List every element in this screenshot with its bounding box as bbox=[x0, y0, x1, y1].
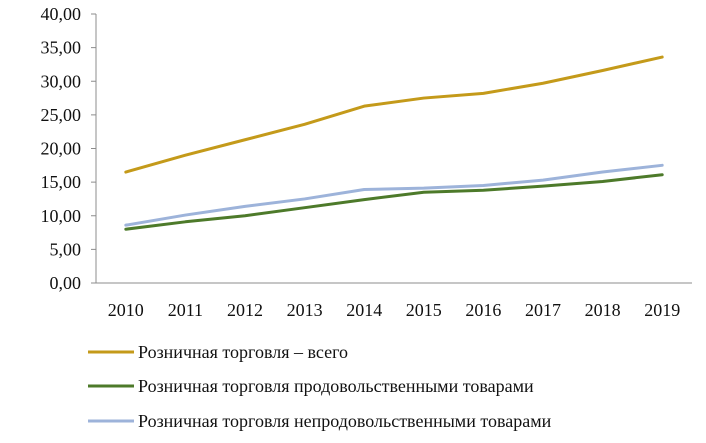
x-tick-label: 2013 bbox=[287, 300, 323, 320]
y-tick-label: 15,00 bbox=[41, 172, 82, 192]
legend-item: Розничная торговля продовольственными то… bbox=[88, 376, 534, 396]
x-tick-label: 2019 bbox=[644, 300, 680, 320]
series-layer bbox=[124, 55, 664, 231]
x-tick-label: 2012 bbox=[227, 300, 263, 320]
series-line-2 bbox=[124, 173, 664, 231]
x-tick-label: 2010 bbox=[108, 300, 144, 320]
legend-item: Розничная торговля непродовольственными … bbox=[88, 411, 552, 431]
y-tick-label: 0,00 bbox=[50, 273, 82, 293]
series-line-3 bbox=[124, 163, 664, 227]
x-tick-label: 2016 bbox=[465, 300, 501, 320]
y-tick-label: 20,00 bbox=[41, 139, 82, 159]
legend-label: Розничная торговля продовольственными то… bbox=[138, 376, 534, 396]
legend: Розничная торговля – всего Розничная торг… bbox=[88, 342, 552, 431]
legend-label: Розничная торговля – всего bbox=[138, 342, 348, 362]
x-tick-label: 2018 bbox=[585, 300, 621, 320]
y-tick-label: 10,00 bbox=[41, 206, 82, 226]
x-tick-label: 2017 bbox=[525, 300, 561, 320]
axis-layer: 0,00 5,00 10,00 15,00 20,00 25,00 30,00 35,00 40… bbox=[41, 4, 692, 320]
x-tick-label: 2014 bbox=[346, 300, 382, 320]
series-line-1 bbox=[124, 55, 664, 174]
x-tick-label: 2015 bbox=[406, 300, 442, 320]
y-tick-label: 40,00 bbox=[41, 4, 82, 24]
legend-item: Розничная торговля – всего bbox=[88, 342, 348, 362]
legend-label: Розничная торговля непродовольственными … bbox=[138, 411, 552, 431]
y-tick-label: 35,00 bbox=[41, 38, 82, 58]
y-tick-label: 5,00 bbox=[50, 239, 82, 259]
y-tick-label: 25,00 bbox=[41, 105, 82, 125]
y-tick-label: 30,00 bbox=[41, 71, 82, 91]
x-tick-label: 2011 bbox=[168, 300, 203, 320]
